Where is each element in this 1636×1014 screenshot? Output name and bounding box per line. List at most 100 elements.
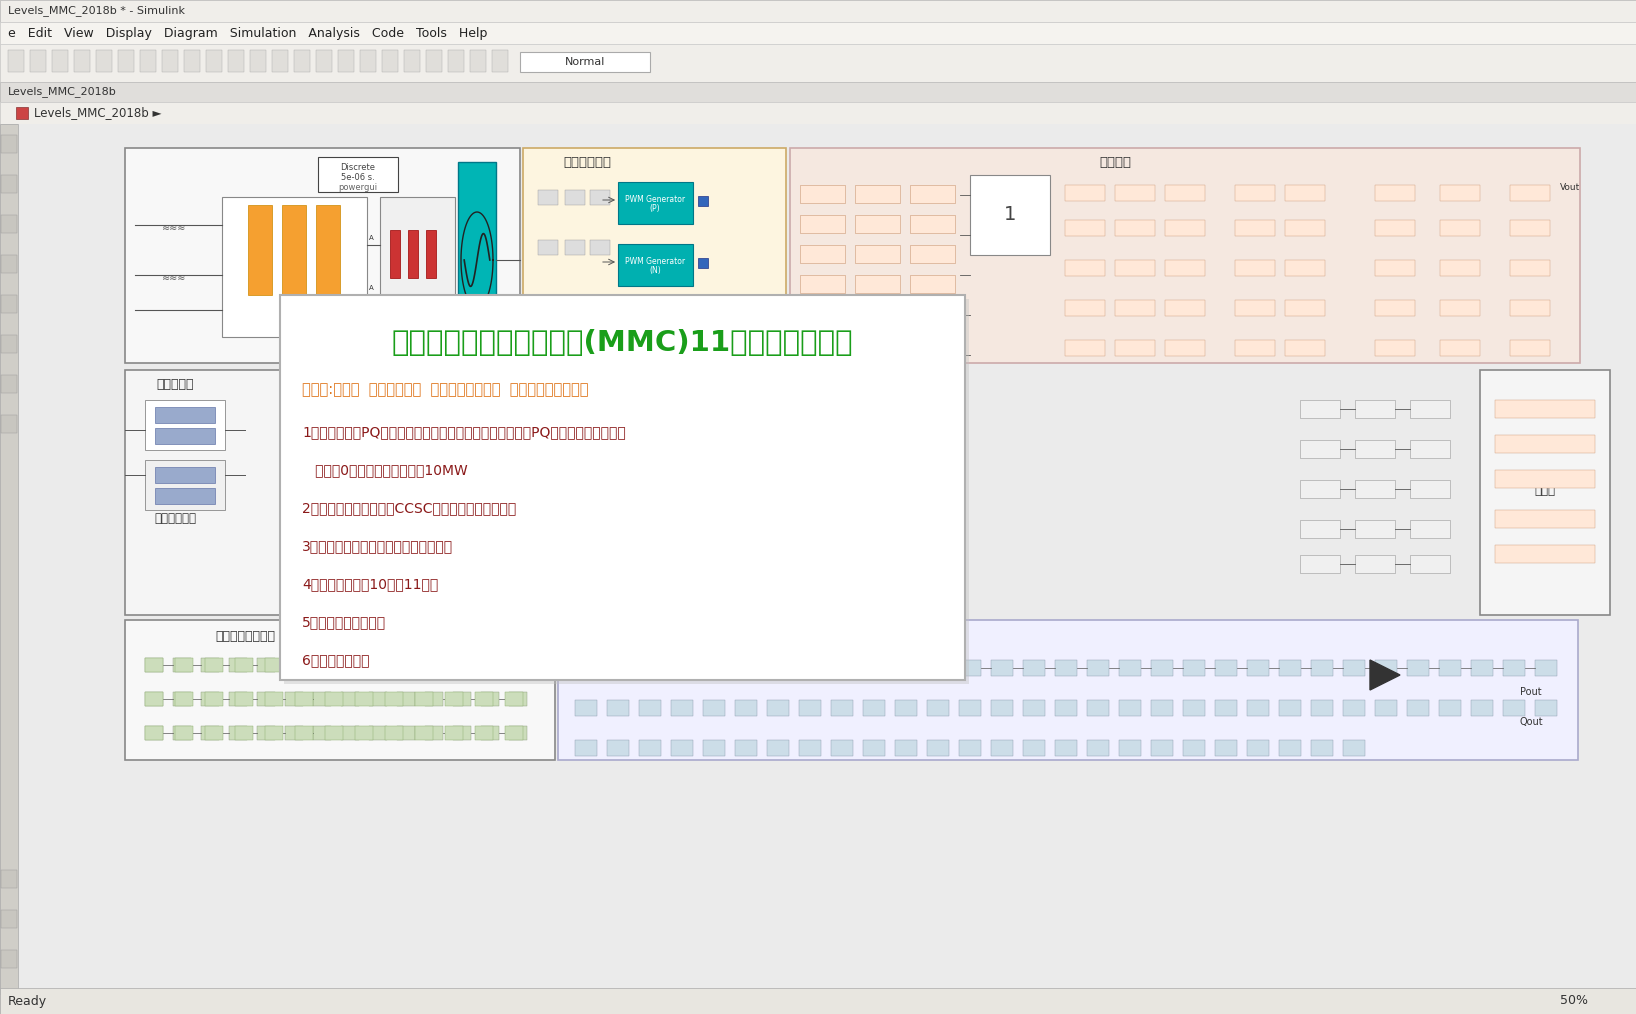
FancyBboxPatch shape	[0, 44, 1636, 82]
FancyBboxPatch shape	[607, 700, 628, 716]
FancyBboxPatch shape	[52, 50, 69, 72]
FancyBboxPatch shape	[1410, 480, 1449, 498]
FancyBboxPatch shape	[201, 658, 219, 672]
FancyBboxPatch shape	[1247, 660, 1270, 676]
FancyBboxPatch shape	[1410, 400, 1449, 418]
FancyBboxPatch shape	[1247, 740, 1270, 756]
Text: 6、提供参考资料: 6、提供参考资料	[303, 653, 370, 667]
FancyBboxPatch shape	[1301, 480, 1340, 498]
FancyBboxPatch shape	[404, 50, 420, 72]
FancyBboxPatch shape	[910, 275, 955, 293]
FancyBboxPatch shape	[735, 700, 757, 716]
FancyBboxPatch shape	[1440, 260, 1481, 276]
FancyBboxPatch shape	[1495, 400, 1595, 418]
Text: Pout: Pout	[1520, 687, 1541, 697]
Text: Ready: Ready	[8, 995, 47, 1008]
FancyBboxPatch shape	[671, 700, 694, 716]
FancyBboxPatch shape	[183, 50, 200, 72]
Text: ≈≈≈: ≈≈≈	[162, 273, 187, 283]
FancyBboxPatch shape	[1086, 740, 1109, 756]
FancyBboxPatch shape	[1165, 300, 1206, 316]
FancyBboxPatch shape	[326, 658, 344, 672]
FancyBboxPatch shape	[1165, 260, 1206, 276]
FancyBboxPatch shape	[1152, 660, 1173, 676]
FancyBboxPatch shape	[991, 740, 1013, 756]
FancyBboxPatch shape	[416, 692, 434, 706]
FancyBboxPatch shape	[146, 726, 164, 740]
FancyBboxPatch shape	[1510, 220, 1549, 236]
Text: MMC (11...: MMC (11...	[501, 361, 545, 370]
FancyBboxPatch shape	[591, 240, 610, 255]
FancyBboxPatch shape	[991, 700, 1013, 716]
FancyBboxPatch shape	[317, 157, 398, 192]
FancyBboxPatch shape	[294, 50, 309, 72]
FancyBboxPatch shape	[1152, 740, 1173, 756]
FancyBboxPatch shape	[856, 275, 900, 293]
FancyBboxPatch shape	[895, 660, 918, 676]
FancyBboxPatch shape	[0, 0, 1636, 22]
FancyBboxPatch shape	[910, 305, 955, 323]
FancyBboxPatch shape	[204, 726, 222, 740]
FancyBboxPatch shape	[1503, 700, 1525, 716]
FancyBboxPatch shape	[229, 658, 247, 672]
FancyBboxPatch shape	[928, 740, 949, 756]
FancyBboxPatch shape	[407, 230, 419, 278]
FancyBboxPatch shape	[564, 240, 586, 255]
FancyBboxPatch shape	[175, 726, 193, 740]
FancyBboxPatch shape	[703, 700, 725, 716]
Text: Normal: Normal	[564, 57, 605, 67]
FancyBboxPatch shape	[474, 658, 492, 672]
FancyBboxPatch shape	[155, 428, 214, 444]
FancyBboxPatch shape	[384, 658, 402, 672]
FancyBboxPatch shape	[910, 335, 955, 353]
FancyBboxPatch shape	[800, 245, 846, 263]
FancyBboxPatch shape	[265, 658, 283, 672]
Text: 外环功率控制: 外环功率控制	[154, 511, 196, 524]
FancyBboxPatch shape	[991, 660, 1013, 676]
FancyBboxPatch shape	[1055, 660, 1076, 676]
FancyBboxPatch shape	[1116, 260, 1155, 276]
FancyBboxPatch shape	[146, 658, 164, 672]
FancyBboxPatch shape	[1216, 660, 1237, 676]
FancyBboxPatch shape	[1086, 660, 1109, 676]
Polygon shape	[1369, 660, 1400, 690]
FancyBboxPatch shape	[398, 726, 416, 740]
FancyBboxPatch shape	[506, 692, 524, 706]
Text: 关键词:双闭环  载波移相调制  电容电压均衡控制  二倍频环流抑制控制: 关键词:双闭环 载波移相调制 电容电压均衡控制 二倍频环流抑制控制	[303, 382, 589, 397]
FancyBboxPatch shape	[1284, 340, 1325, 356]
Text: A: A	[370, 235, 373, 241]
FancyBboxPatch shape	[312, 692, 330, 706]
FancyBboxPatch shape	[118, 50, 134, 72]
FancyBboxPatch shape	[249, 205, 272, 295]
FancyBboxPatch shape	[2, 335, 16, 353]
Text: (N): (N)	[649, 266, 661, 275]
FancyBboxPatch shape	[2, 135, 16, 153]
FancyBboxPatch shape	[671, 740, 694, 756]
FancyBboxPatch shape	[800, 215, 846, 233]
FancyBboxPatch shape	[398, 692, 416, 706]
FancyBboxPatch shape	[236, 692, 254, 706]
FancyBboxPatch shape	[1116, 340, 1155, 356]
FancyBboxPatch shape	[831, 660, 852, 676]
FancyBboxPatch shape	[895, 700, 918, 716]
FancyBboxPatch shape	[1343, 740, 1364, 756]
FancyBboxPatch shape	[97, 50, 111, 72]
FancyBboxPatch shape	[201, 692, 219, 706]
FancyBboxPatch shape	[2, 295, 16, 313]
FancyBboxPatch shape	[146, 692, 164, 706]
FancyBboxPatch shape	[173, 658, 191, 672]
FancyBboxPatch shape	[1301, 400, 1340, 418]
FancyBboxPatch shape	[445, 726, 463, 740]
FancyBboxPatch shape	[564, 190, 586, 205]
FancyBboxPatch shape	[425, 50, 442, 72]
Text: 测量模块: 测量模块	[1099, 155, 1130, 168]
FancyBboxPatch shape	[800, 275, 846, 293]
FancyBboxPatch shape	[173, 692, 191, 706]
FancyBboxPatch shape	[175, 692, 193, 706]
FancyBboxPatch shape	[1165, 220, 1206, 236]
FancyBboxPatch shape	[1119, 740, 1140, 756]
Text: Discrete: Discrete	[340, 163, 376, 172]
FancyBboxPatch shape	[640, 740, 661, 756]
FancyBboxPatch shape	[474, 726, 492, 740]
FancyBboxPatch shape	[1374, 185, 1415, 201]
